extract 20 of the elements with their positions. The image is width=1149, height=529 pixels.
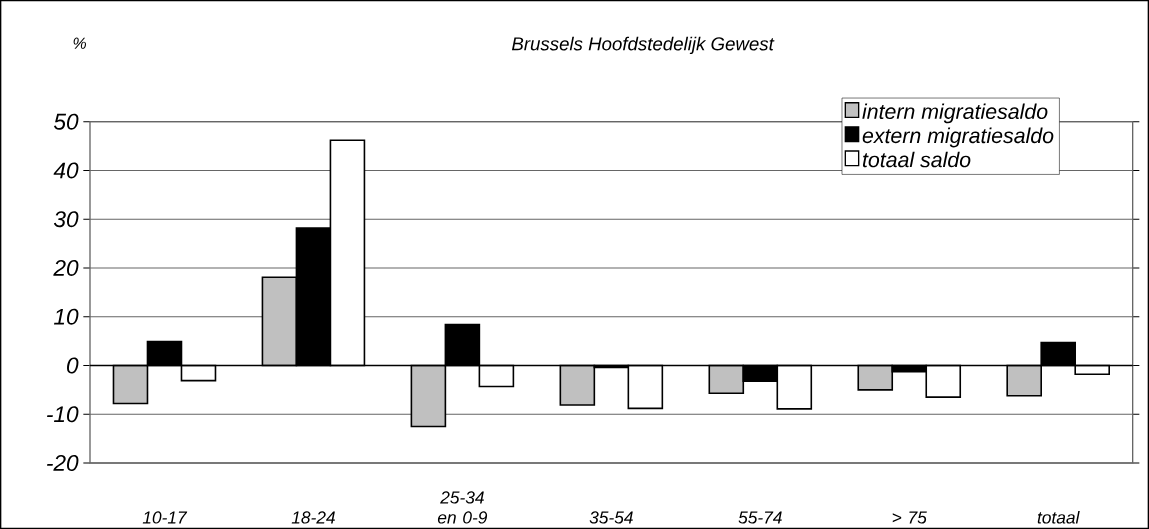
x-tick-label: > 75 [892, 511, 927, 524]
x-tick-label: 55-74 [738, 511, 782, 524]
y-tick-label: 10 [54, 308, 79, 325]
y-tick-label: 20 [53, 259, 79, 276]
y-tick-label: 0 [67, 357, 79, 374]
legend-label: intern migratiesaldo [862, 103, 1048, 124]
legend-label: totaal saldo [862, 151, 971, 168]
y-tick-label: -10 [47, 406, 79, 423]
x-tick-label: 10-17 [142, 511, 188, 524]
legend-label: extern migratiesaldo [862, 127, 1054, 148]
x-tick-label: totaal [1037, 510, 1080, 524]
y-axis-title: % [73, 37, 86, 49]
x-tick-label: 18-24 [291, 511, 335, 524]
y-tick-label: -20 [47, 454, 79, 472]
y-tick-label: 40 [53, 162, 79, 179]
x-tick-label: 25-34 en 0-9 [437, 491, 488, 524]
chart-title: Brussels Hoofdstedelijk Gewest [511, 36, 775, 55]
x-tick-label: 35-54 [589, 511, 633, 524]
y-tick-label: 30 [53, 211, 79, 228]
y-tick-label: 50 [53, 113, 79, 130]
